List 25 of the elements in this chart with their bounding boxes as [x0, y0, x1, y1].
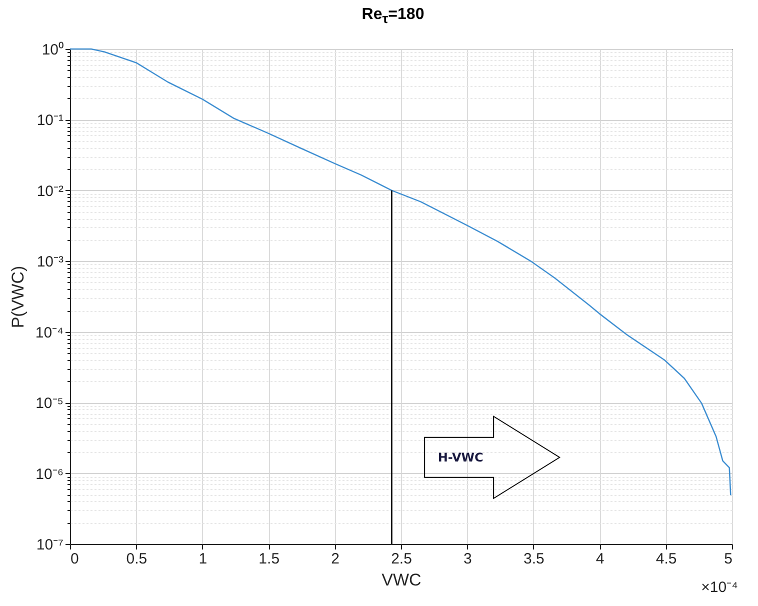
x-tick-label: 0.5 [126, 550, 148, 568]
y-tick-label: 10⁻⁵ [36, 395, 64, 412]
x-tick-label: 2.5 [391, 550, 412, 568]
x-tick-label: 1.5 [258, 550, 280, 568]
annotation: H-VWC [438, 450, 484, 464]
text: ×10⁻⁴ [701, 579, 738, 596]
line-series [69, 48, 732, 496]
y-axis-title: P(VWC) [8, 266, 28, 328]
x-tick-label: 1 [198, 550, 208, 568]
x-tick-label: 4.5 [656, 550, 677, 568]
y-tick-label: 10⁻³ [36, 254, 64, 271]
x-tick-label: 2 [331, 550, 340, 568]
chart-title: Re$_{τ}$=180 [362, 6, 424, 26]
y-tick-label: 10⁻⁶ [36, 466, 64, 483]
y-tick-label: 10⁻⁴ [35, 324, 64, 342]
x-tick-label: 5 [724, 550, 732, 568]
y-tick-label: 10⁻² [36, 182, 64, 200]
y-tick-label: 10⁻⁷ [36, 536, 64, 554]
x-axis-title: VWC [382, 570, 422, 590]
y-tick-label: 10⁰ [42, 42, 64, 58]
x-tick-label: 4 [596, 550, 604, 568]
x-tick-label: 3 [464, 550, 472, 568]
x-tick-label: 0 [70, 550, 79, 568]
y-tick-label: 10⁻¹ [36, 112, 64, 130]
x-tick-label: 3.5 [523, 550, 544, 568]
